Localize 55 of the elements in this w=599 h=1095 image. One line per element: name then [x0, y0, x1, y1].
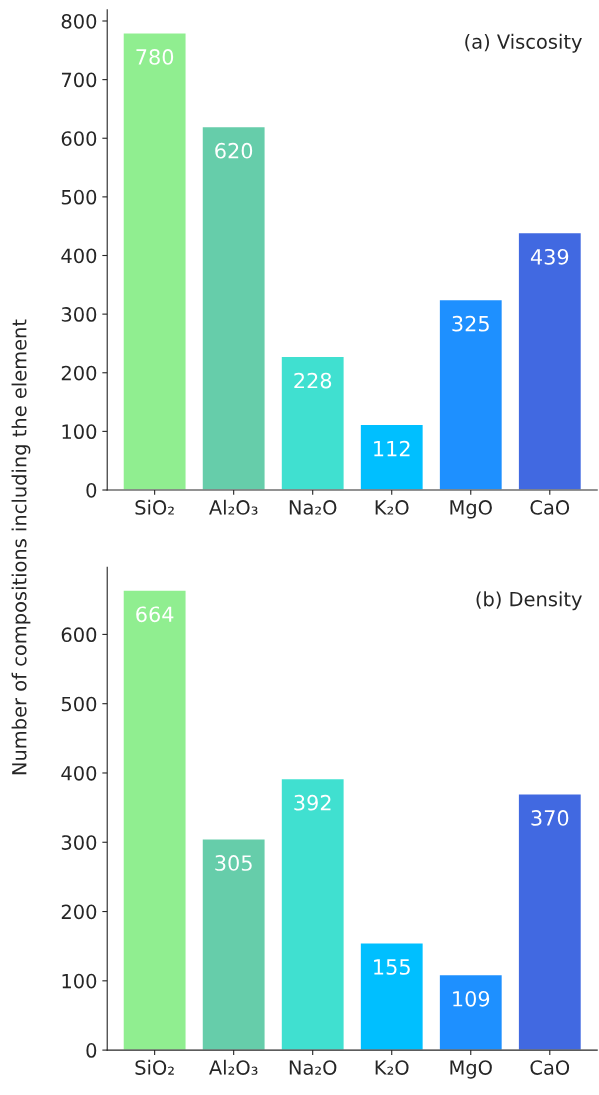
bar	[359, 423, 425, 491]
y-tick-label: 400	[61, 248, 97, 264]
bar	[201, 838, 266, 1051]
y-tick-label: 600	[61, 627, 97, 643]
data-label: 109	[453, 990, 490, 1007]
data-label: 620	[215, 142, 253, 159]
x-tick-label: CaO	[530, 500, 570, 515]
x-tick-label: MgO	[450, 1060, 492, 1079]
y-tick-label: 800	[61, 13, 97, 29]
bar	[280, 355, 346, 491]
y-tick-label: 500	[61, 189, 97, 205]
y-tick-label: 300	[61, 835, 97, 850]
bar	[517, 231, 583, 491]
bar	[280, 777, 346, 1051]
data-label: 780	[136, 49, 174, 65]
text: (a) Viscosity	[465, 33, 582, 53]
x-tick-label: Na₂O	[289, 1060, 337, 1075]
y-tick-label: 500	[61, 696, 97, 712]
data-label: 370	[531, 810, 569, 826]
bar	[438, 298, 504, 491]
y-tick-label: 200	[61, 904, 97, 920]
text: (b) Density	[476, 591, 582, 611]
y-tick-label: 0	[86, 1043, 97, 1058]
data-label: 392	[294, 794, 331, 811]
data-label: 112	[374, 440, 410, 457]
bar	[201, 125, 266, 491]
x-tick-label: SiO₂	[135, 1059, 174, 1075]
data-label: 155	[374, 959, 410, 975]
x-tick-label: MgO	[450, 500, 492, 519]
data-label: 664	[136, 606, 174, 623]
y-axis-title: Number of compositions including the element	[11, 319, 31, 775]
y-tick-label: 700	[61, 72, 97, 88]
bar	[359, 942, 425, 1051]
bar	[438, 973, 504, 1051]
data-label: 228	[294, 372, 332, 389]
x-tick-label: Al₂O₃	[209, 499, 258, 515]
x-tick-label: CaO	[530, 1060, 570, 1075]
y-tick-label: 600	[61, 131, 97, 146]
y-tick-label: 100	[62, 424, 97, 440]
y-tick-label: 200	[61, 365, 97, 381]
y-tick-label: 400	[61, 765, 97, 781]
bar	[122, 589, 187, 1051]
bar	[122, 32, 187, 491]
data-label: 305	[215, 855, 252, 871]
x-tick-label: Na₂O	[289, 500, 337, 515]
bar	[517, 793, 583, 1051]
x-tick-label: K₂O	[375, 500, 409, 515]
x-tick-label: K₂O	[375, 1060, 409, 1075]
x-tick-label: SiO₂	[135, 499, 174, 515]
data-label: 325	[452, 315, 489, 332]
y-tick-label: 0	[86, 482, 97, 498]
y-tick-label: 100	[62, 973, 97, 989]
data-label: 439	[530, 248, 569, 265]
y-tick-label: 300	[61, 307, 97, 322]
x-tick-label: Al₂O₃	[209, 1059, 258, 1075]
